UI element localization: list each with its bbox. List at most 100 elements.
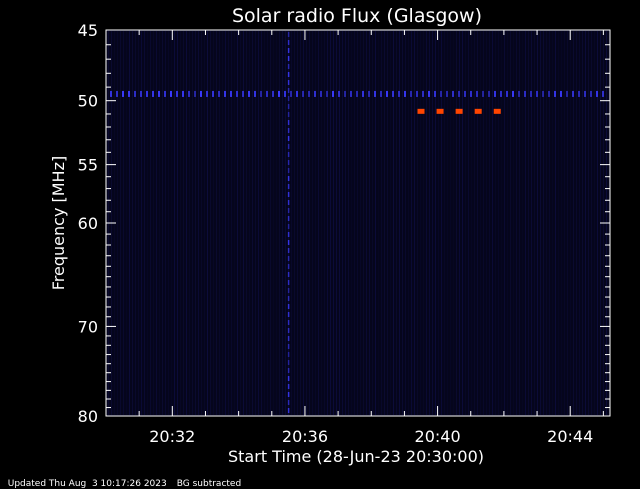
noise-streak [303, 31, 304, 415]
noise-streak [540, 31, 541, 415]
noise-streak [270, 31, 271, 415]
band-segment [242, 90, 244, 97]
noise-streak [333, 31, 334, 415]
noise-streak [321, 31, 322, 415]
noise-streak [426, 31, 427, 415]
noise-streak [468, 31, 469, 415]
noise-streak [519, 31, 520, 415]
vertical-line-segment [287, 288, 290, 293]
noise-streak [237, 31, 238, 415]
noise-streak [366, 31, 367, 415]
noise-streak [435, 31, 436, 415]
vertical-line-segment [287, 224, 290, 229]
noise-streak [330, 31, 331, 415]
vertical-line-segment [287, 400, 290, 405]
vertical-line-segment [287, 184, 290, 189]
band-segment [224, 90, 226, 97]
noise-streak [225, 31, 226, 415]
noise-streak [294, 31, 295, 415]
noise-streak [459, 31, 460, 415]
noise-streak [339, 31, 340, 415]
vertical-line-segment [287, 392, 290, 397]
y-tick-label: 60 [78, 214, 98, 233]
vertical-line-segment [287, 264, 290, 269]
updated-timestamp: Updated Thu Aug 3 10:17:26 2023 [7, 479, 167, 489]
band-segment [488, 90, 490, 97]
band-segment [164, 90, 166, 97]
vertical-line-segment [287, 56, 290, 61]
band-segment [398, 90, 400, 97]
noise-streak [357, 31, 358, 415]
noise-streak [231, 31, 232, 415]
noise-streak [486, 31, 487, 415]
band-segment [260, 90, 262, 97]
vertical-line-segment [287, 176, 290, 181]
noise-streak [171, 31, 172, 415]
noise-streak [384, 31, 385, 415]
band-segment [482, 90, 484, 97]
noise-streak [567, 31, 568, 415]
noise-streak [189, 31, 190, 415]
noise-streak [180, 31, 181, 415]
noise-streak [579, 31, 580, 415]
noise-streak [375, 31, 376, 415]
vertical-line-segment [287, 352, 290, 357]
band-segment [362, 90, 364, 97]
noise-streak [450, 31, 451, 415]
vertical-line-segment [287, 240, 290, 245]
noise-streak [141, 31, 142, 415]
signal-features [110, 32, 604, 413]
noise-streak [537, 31, 538, 415]
noise-streak [393, 31, 394, 415]
vertical-line-segment [287, 344, 290, 349]
noise-streak [279, 31, 280, 415]
noise-streak [474, 31, 475, 415]
vertical-line-segment [287, 296, 290, 301]
noise-streak [471, 31, 472, 415]
noise-streak [327, 31, 328, 415]
vertical-line-segment [287, 128, 290, 133]
noise-streak [165, 31, 166, 415]
vertical-line-segment [287, 408, 290, 413]
vertical-line-segment [287, 168, 290, 173]
band-segment [134, 90, 136, 97]
vertical-line-segment [287, 88, 290, 93]
noise-streak [414, 31, 415, 415]
noise-streak [156, 31, 157, 415]
noise-streak [585, 31, 586, 415]
band-segment [566, 90, 568, 97]
vertical-line-segment [287, 32, 290, 37]
noise-streak [453, 31, 454, 415]
band-segment [404, 90, 406, 97]
noise-streak [495, 31, 496, 415]
background-note: BG subtracted [176, 479, 242, 489]
band-segment [434, 90, 436, 97]
noise-streak [528, 31, 529, 415]
vertical-line-segment [287, 376, 290, 381]
band-segment [536, 90, 538, 97]
band-segment [254, 90, 256, 97]
noise-streak [531, 31, 532, 415]
noise-streak [267, 31, 268, 415]
noise-streak [159, 31, 160, 415]
footer: Updated Thu Aug 3 10:17:26 2023 BG subtra… [2, 469, 251, 489]
band-segment [278, 90, 280, 97]
noise-streak [291, 31, 292, 415]
noise-streak [381, 31, 382, 415]
noise-streak [477, 31, 478, 415]
band-segment [170, 90, 172, 97]
noise-streak [408, 31, 409, 415]
noise-streak [423, 31, 424, 415]
band-segment [176, 90, 178, 97]
noise-streak [318, 31, 319, 415]
vertical-line-segment [287, 136, 290, 141]
noise-streak [507, 31, 508, 415]
band-segment [332, 90, 334, 97]
band-segment [470, 90, 472, 97]
vertical-line-segment [287, 72, 290, 77]
noise-streak [300, 31, 301, 415]
band-segment [542, 90, 544, 97]
noise-streak [258, 31, 259, 415]
noise-streak [465, 31, 466, 415]
band-segment [248, 90, 250, 97]
